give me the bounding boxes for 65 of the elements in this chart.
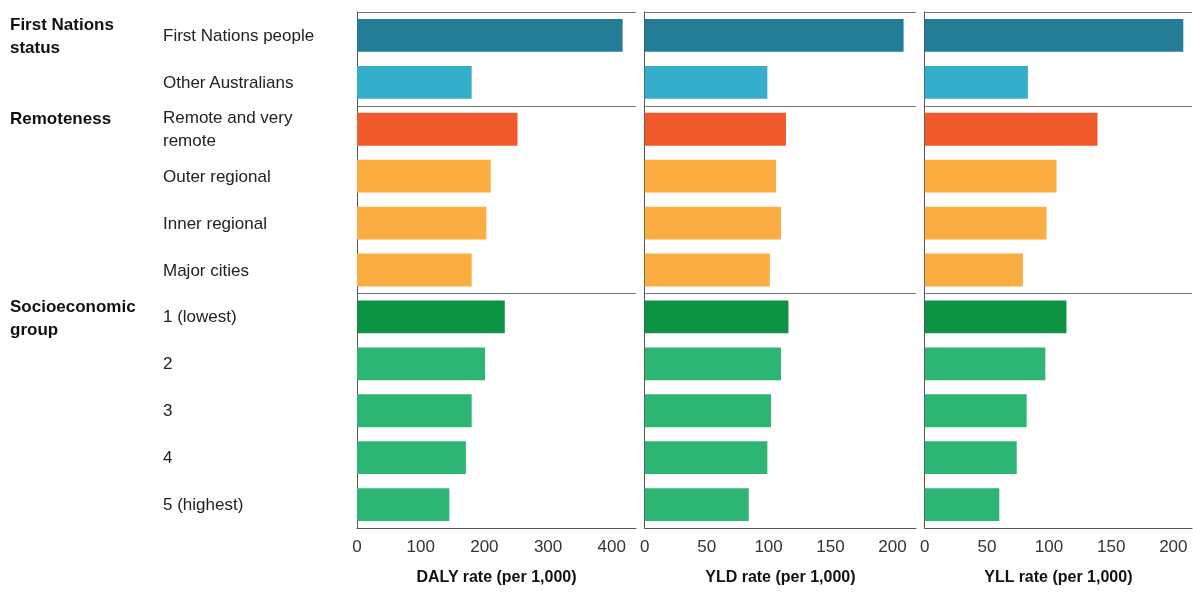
bar bbox=[357, 65, 472, 99]
text: First Nations status bbox=[10, 15, 119, 58]
bar bbox=[924, 488, 1000, 521]
y-tick-label: Outer regional bbox=[163, 166, 271, 186]
x-tick-label: 200 bbox=[878, 537, 907, 556]
bar bbox=[644, 19, 904, 52]
y-tick-label: Remote and very remote bbox=[163, 108, 298, 151]
bar bbox=[357, 347, 486, 381]
x-tick-label: 300 bbox=[533, 537, 563, 556]
x-tick-label: 200 bbox=[470, 537, 499, 556]
bar bbox=[357, 300, 505, 334]
bar bbox=[644, 159, 777, 193]
bar bbox=[924, 159, 1057, 193]
y-tick-label: Major cities bbox=[163, 260, 249, 280]
x-tick-label: 200 bbox=[1159, 537, 1188, 556]
bar bbox=[924, 65, 1028, 99]
bar bbox=[357, 441, 466, 475]
x-tick-label: 50 bbox=[977, 537, 997, 556]
bar bbox=[357, 394, 472, 428]
bar bbox=[357, 253, 472, 287]
x-tick-label: 100 bbox=[754, 537, 783, 556]
y-tick-label: Other Australians bbox=[163, 72, 294, 92]
x-tick-label: 400 bbox=[597, 537, 626, 556]
x-axis-title: YLD rate (per 1,000) bbox=[705, 567, 856, 585]
bar bbox=[924, 206, 1047, 240]
text: Remoteness bbox=[10, 109, 112, 129]
x-tick-label: 0 bbox=[919, 537, 930, 556]
x-tick-label: 50 bbox=[697, 537, 717, 556]
y-tick-label: 3 bbox=[163, 401, 173, 421]
text: Socioeconomic group bbox=[10, 296, 141, 339]
bar bbox=[357, 206, 487, 240]
bar bbox=[644, 394, 772, 428]
x-tick-label: 0 bbox=[639, 537, 650, 556]
bar bbox=[644, 488, 749, 521]
bar bbox=[644, 253, 770, 287]
x-tick-label: 150 bbox=[1097, 537, 1126, 556]
bar bbox=[644, 441, 768, 475]
bar bbox=[924, 112, 1098, 146]
y-tick-label: 2 bbox=[163, 354, 173, 374]
bar bbox=[357, 19, 623, 52]
bar bbox=[924, 19, 1184, 52]
x-axis-title: YLL rate (per 1,000) bbox=[984, 567, 1133, 585]
bar bbox=[644, 65, 768, 99]
bar bbox=[644, 112, 786, 146]
bar bbox=[357, 159, 491, 193]
bar bbox=[644, 347, 781, 381]
bar bbox=[924, 394, 1027, 428]
y-tick-label: Inner regional bbox=[163, 213, 267, 233]
bar bbox=[644, 300, 789, 334]
y-tick-label: 5 (highest) bbox=[163, 495, 244, 515]
x-tick-label: 150 bbox=[816, 537, 845, 556]
bar bbox=[924, 300, 1067, 334]
x-axis-title: DALY rate (per 1,000) bbox=[416, 567, 577, 585]
bar bbox=[644, 206, 781, 240]
y-tick-label: First Nations people bbox=[163, 25, 315, 45]
y-tick-label: 1 (lowest) bbox=[163, 307, 237, 327]
bar bbox=[924, 347, 1046, 381]
x-tick-label: 100 bbox=[1034, 537, 1064, 556]
bar bbox=[357, 112, 518, 146]
bar bbox=[924, 441, 1017, 475]
x-tick-label: 100 bbox=[406, 537, 435, 556]
x-tick-label: 0 bbox=[352, 537, 362, 556]
y-tick-label: 4 bbox=[163, 448, 173, 468]
bar bbox=[924, 253, 1023, 287]
bar bbox=[357, 488, 450, 521]
